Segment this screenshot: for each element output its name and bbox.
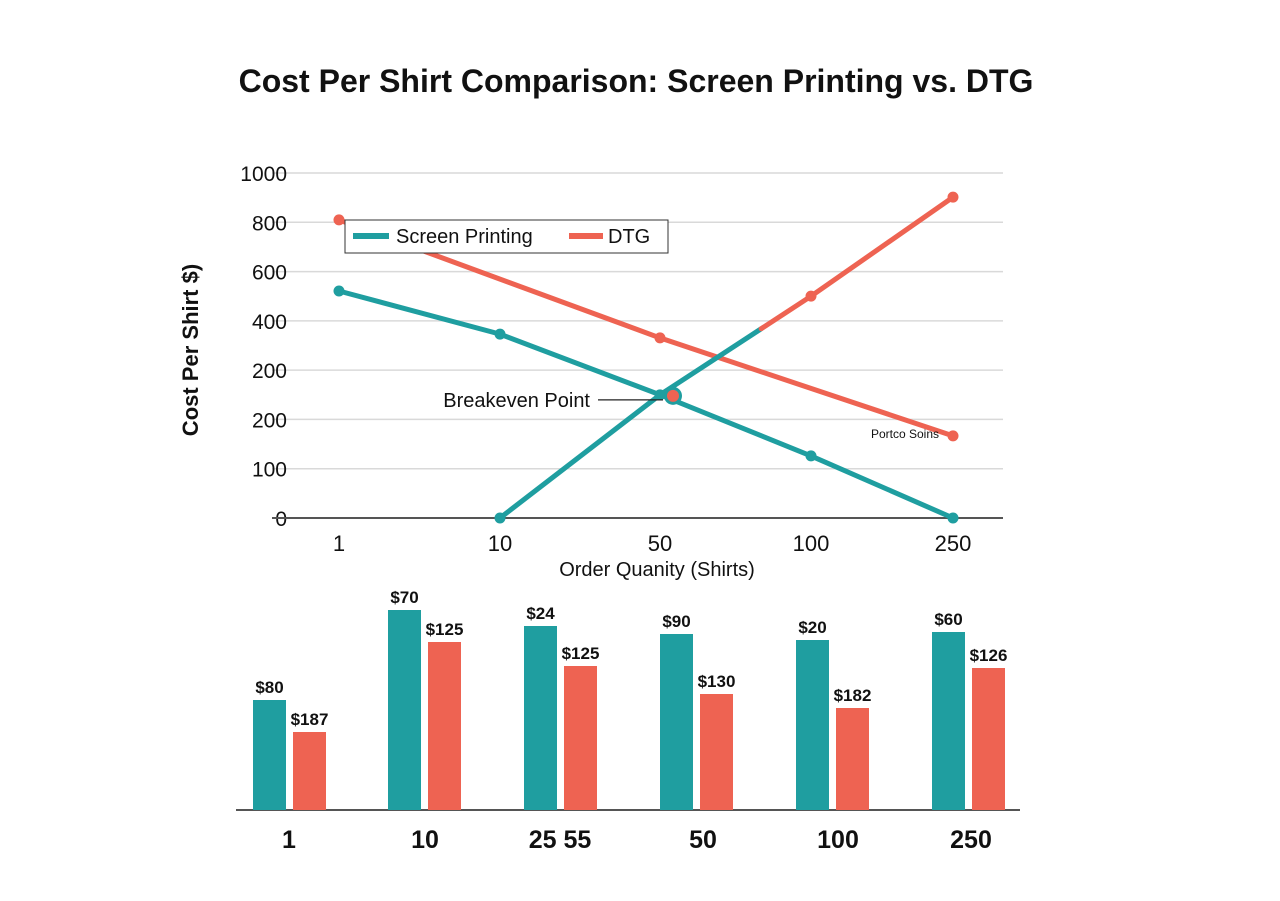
- bar-data-label: $80: [255, 678, 283, 697]
- rising-line-teal: [497, 326, 764, 521]
- bar-category-label: 100: [817, 826, 859, 854]
- dtg-bar: [700, 694, 733, 810]
- bar-category-label: 250: [950, 826, 992, 854]
- screen-printing-bar: [524, 626, 557, 810]
- dtg-bar: [428, 642, 461, 810]
- legend-box: [344, 219, 669, 254]
- screen-printing-point: [947, 512, 959, 524]
- dtg-bar: [836, 708, 869, 810]
- x-tick-label: 10: [488, 531, 512, 556]
- breakeven-marker: [667, 389, 679, 402]
- x-tick-label: 250: [935, 531, 972, 556]
- screen-printing-bar: [388, 610, 421, 810]
- bar-category-label: 10: [411, 826, 439, 854]
- dtg-bar: [293, 732, 326, 810]
- screen-printing-bar: [253, 700, 286, 810]
- bar-category-label: 25 55: [529, 826, 592, 854]
- x-tick-label: 50: [648, 531, 672, 556]
- rising-point: [805, 290, 817, 302]
- chart-title: Cost Per Shirt Comparison: Screen Printi…: [239, 63, 1034, 99]
- bar-category-label: 50: [689, 826, 717, 854]
- legend-label-dtg: DTG: [608, 226, 650, 248]
- x-tick-label: 1: [333, 531, 345, 556]
- y-tick-label: 800: [252, 212, 287, 235]
- bar-data-label: $24: [526, 604, 555, 623]
- bar-data-label: $126: [970, 646, 1008, 665]
- x-tick-label: 100: [793, 531, 830, 556]
- screen-printing-point: [805, 450, 817, 462]
- bar-data-label: $182: [834, 686, 872, 705]
- screen-printing-bar: [932, 632, 965, 810]
- bar-data-label: $187: [291, 710, 329, 729]
- bar-data-label: $130: [698, 672, 736, 691]
- legend-label-screen-printing: Screen Printing: [396, 226, 533, 248]
- dtg-bar: [564, 666, 597, 810]
- legend-swatch-screen-printing: [353, 233, 389, 239]
- rising-point: [947, 191, 959, 203]
- screen-printing-bar: [796, 640, 829, 810]
- dtg-point: [947, 430, 959, 442]
- y-tick-label: 100: [252, 459, 287, 482]
- bar-data-label: $125: [426, 620, 464, 639]
- rising-line-red: [758, 194, 956, 332]
- bar-chart: $80 $187 1 $70 $125 10 $24 $125 25 55 $90 $130 50 $2…: [236, 588, 1020, 854]
- y-axis-label: Cost Per Shirt $): [178, 264, 203, 436]
- bar-data-label: $90: [662, 612, 690, 631]
- endpoint-annotation: Portco Soins: [871, 427, 939, 441]
- screen-printing-point: [494, 328, 506, 340]
- y-tick-label: 200: [252, 409, 287, 432]
- y-tick-label: 600: [252, 262, 287, 285]
- bar-data-label: $60: [934, 610, 962, 629]
- dtg-bar: [972, 668, 1005, 810]
- breakeven-label: Breakeven Point: [443, 390, 590, 412]
- dtg-point: [654, 332, 666, 344]
- bar-data-label: $125: [562, 644, 600, 663]
- screen-printing-bar: [660, 634, 693, 810]
- y-tick-label: 0: [275, 508, 287, 531]
- legend-swatch-dtg: [569, 233, 603, 239]
- bar-category-label: 1: [282, 826, 296, 854]
- bar-data-label: $20: [798, 618, 826, 637]
- rising-point: [494, 512, 506, 524]
- y-tick-label: 400: [252, 311, 287, 334]
- bar-data-label: $70: [390, 588, 418, 607]
- y-tick-label: 1000: [240, 163, 287, 186]
- screen-printing-point: [333, 285, 345, 297]
- dtg-point: [333, 214, 345, 226]
- legend: Screen Printing DTG: [344, 219, 669, 254]
- y-tick-label: 200: [252, 360, 287, 383]
- x-axis-label: Order Quanity (Shirts): [559, 559, 755, 581]
